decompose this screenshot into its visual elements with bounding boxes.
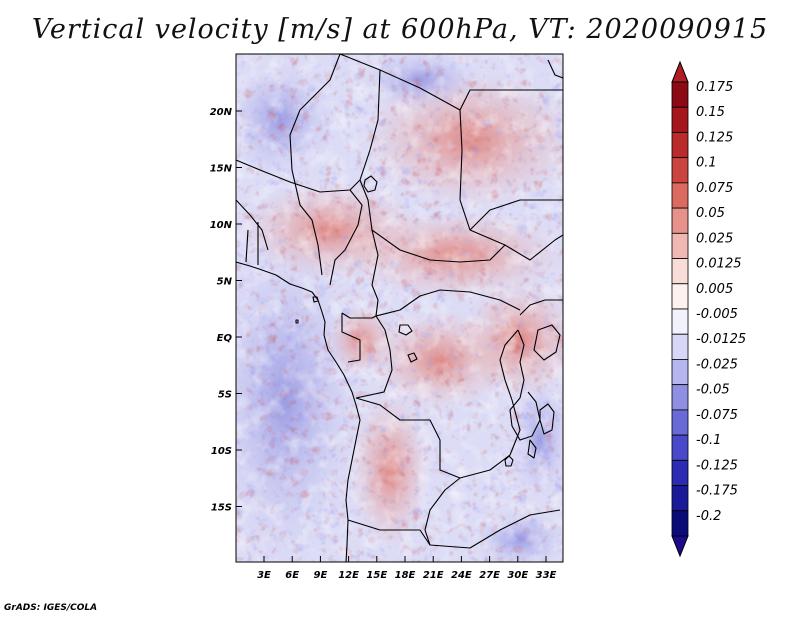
colorbar-label: 0.1 bbox=[696, 156, 717, 171]
lon-label: 3E bbox=[257, 570, 271, 581]
lon-label: 18E bbox=[395, 570, 416, 581]
colorbar-segment bbox=[671, 359, 689, 386]
colorbar-label: -0.005 bbox=[696, 307, 738, 322]
colorbar-label: 0.15 bbox=[696, 105, 725, 120]
colorbar: 0.175 0.15 0.125 0.1 0.075 0.05 0.025 0.0125 0.0… bbox=[671, 60, 746, 558]
colorbar-segment bbox=[671, 207, 689, 234]
map-panel bbox=[236, 54, 563, 562]
lat-label: 15S bbox=[211, 503, 232, 514]
lon-label: 33E bbox=[536, 570, 557, 581]
colorbar-segment bbox=[671, 157, 689, 184]
lat-label: 20N bbox=[210, 107, 233, 118]
grads-credit: GrADS: IGES/COLA bbox=[4, 603, 98, 613]
lat-label: EQ bbox=[217, 333, 233, 344]
colorbar-label: -0.1 bbox=[696, 433, 721, 448]
colorbar-top-arrow bbox=[671, 60, 689, 83]
colorbar-label: -0.075 bbox=[696, 408, 738, 423]
colorbar-label: -0.05 bbox=[696, 383, 730, 398]
colorbar-segment bbox=[671, 459, 689, 486]
colorbar-segment bbox=[671, 434, 689, 461]
lon-label: 15E bbox=[366, 570, 387, 581]
lat-label: 5N bbox=[217, 277, 233, 288]
colorbar-segment bbox=[671, 510, 689, 537]
colorbar-label: -0.175 bbox=[696, 484, 738, 499]
colorbar-label: 0.025 bbox=[696, 231, 733, 246]
lat-label: 10N bbox=[210, 220, 233, 231]
lat-label: 15N bbox=[210, 164, 233, 175]
colorbar-label: 0.075 bbox=[696, 181, 733, 196]
lon-label: 24E bbox=[451, 570, 472, 581]
longitude-axis: 3E 6E 9E 12E 15E 18E 21E 24E 27E 30E 33E bbox=[257, 556, 557, 581]
colorbar-label: 0.005 bbox=[696, 282, 733, 297]
latitude-axis: 20N 15N 10N 5N EQ 5S 10S 15S bbox=[210, 107, 242, 514]
colorbar-label: -0.025 bbox=[696, 357, 738, 372]
lat-label: 10S bbox=[211, 446, 232, 457]
colorbar-label: -0.0125 bbox=[696, 332, 746, 347]
colorbar-segment bbox=[671, 485, 689, 512]
colorbar-segment bbox=[671, 132, 689, 159]
lon-label: 27E bbox=[479, 570, 500, 581]
lon-label: 21E bbox=[423, 570, 444, 581]
colorbar-segment bbox=[671, 106, 689, 133]
lat-label: 5S bbox=[218, 390, 232, 401]
coastlines-borders bbox=[236, 54, 563, 562]
lon-label: 6E bbox=[285, 570, 299, 581]
colorbar-label: 0.0125 bbox=[696, 257, 742, 272]
colorbar-label: 0.175 bbox=[696, 80, 733, 95]
colorbar-label: 0.05 bbox=[696, 206, 725, 221]
lon-label: 30E bbox=[507, 570, 528, 581]
lon-label: 12E bbox=[338, 570, 359, 581]
colorbar-bottom-arrow bbox=[671, 535, 689, 558]
colorbar-label: 0.125 bbox=[696, 130, 733, 145]
map-frame bbox=[235, 53, 564, 563]
colorbar-label: -0.125 bbox=[696, 458, 738, 473]
colorbar-segment bbox=[671, 333, 689, 360]
colorbar-segment bbox=[671, 384, 689, 411]
colorbar-segment bbox=[671, 182, 689, 209]
colorbar-label: -0.2 bbox=[696, 509, 721, 524]
lon-label: 9E bbox=[314, 570, 328, 581]
map-field-white-speckle bbox=[236, 54, 563, 562]
colorbar-segment bbox=[671, 308, 689, 335]
colorbar-segment bbox=[671, 81, 689, 108]
colorbar-segment bbox=[671, 283, 689, 310]
colorbar-segment bbox=[671, 232, 689, 259]
colorbar-segment bbox=[671, 258, 689, 285]
map-title: Vertical velocity [m/s] at 600hPa, VT: 2… bbox=[31, 14, 769, 45]
colorbar-segment bbox=[671, 409, 689, 436]
